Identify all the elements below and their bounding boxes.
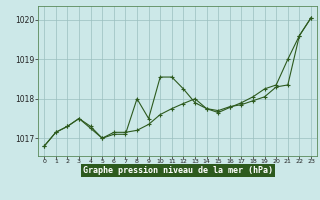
X-axis label: Graphe pression niveau de la mer (hPa): Graphe pression niveau de la mer (hPa) — [83, 166, 273, 175]
